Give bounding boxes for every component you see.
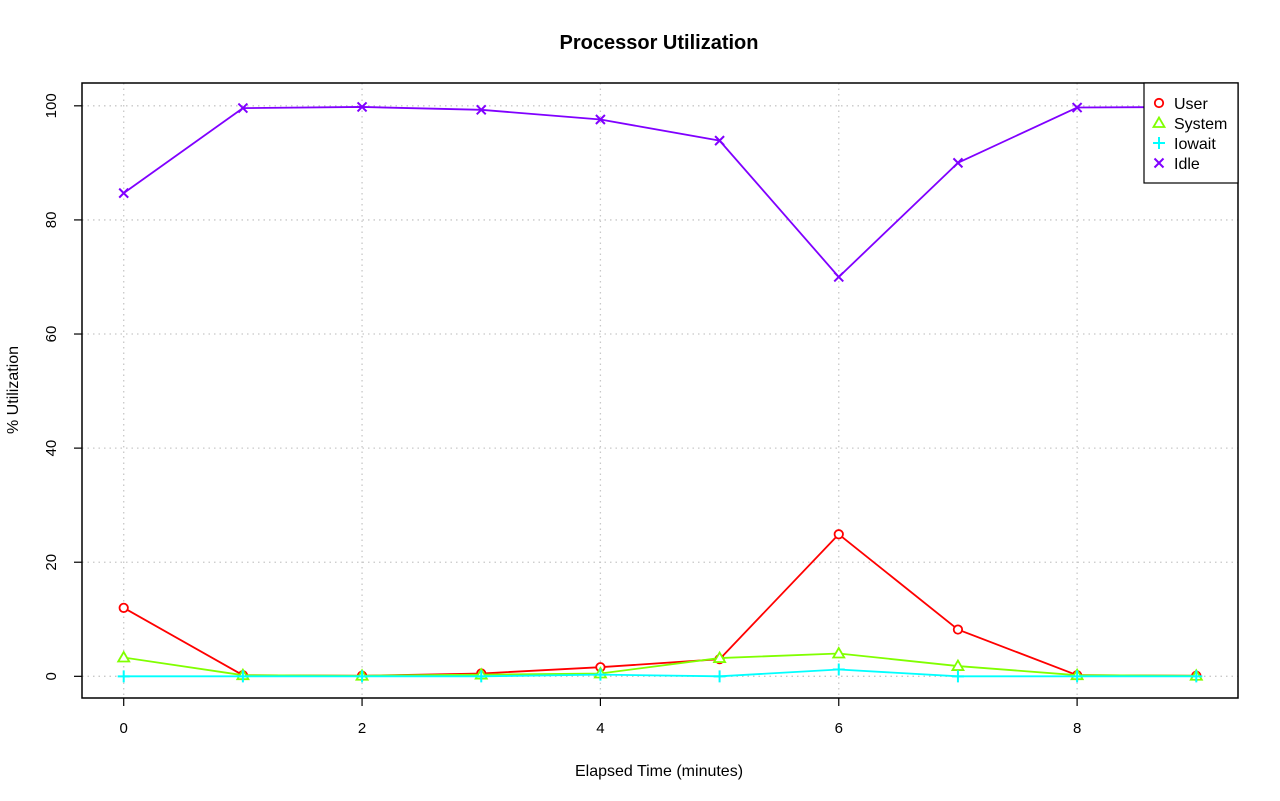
point-idle bbox=[476, 104, 487, 116]
point-system bbox=[950, 658, 965, 671]
point-idle bbox=[952, 157, 964, 169]
point-iowait bbox=[356, 670, 369, 683]
legend-marker-idle bbox=[1153, 157, 1165, 169]
x-tick-label: 4 bbox=[596, 720, 604, 737]
point-idle bbox=[714, 135, 725, 146]
series-line-idle bbox=[123, 106, 1197, 278]
legend-marker-iowait bbox=[1153, 137, 1165, 149]
chart-title: Processor Utilization bbox=[560, 32, 759, 54]
legend-label-user: User bbox=[1174, 96, 1208, 113]
y-tick-label: 40 bbox=[43, 440, 60, 457]
series-iowait bbox=[117, 663, 1203, 683]
point-idle bbox=[833, 271, 844, 283]
x-tick-label: 2 bbox=[358, 720, 366, 737]
point-iowait bbox=[117, 670, 130, 683]
point-iowait bbox=[832, 663, 845, 676]
grid bbox=[82, 83, 1238, 698]
point-idle bbox=[237, 102, 249, 114]
point-idle bbox=[1071, 102, 1083, 113]
point-iowait bbox=[594, 668, 607, 681]
point-idle bbox=[118, 187, 129, 199]
legend-label-idle: Idle bbox=[1174, 156, 1200, 173]
y-tick-label: 80 bbox=[43, 212, 60, 229]
series-line-user bbox=[123, 533, 1197, 677]
series-idle bbox=[118, 101, 1202, 283]
y-tick-label: 20 bbox=[43, 554, 60, 571]
point-idle bbox=[595, 114, 606, 125]
point-iowait bbox=[1071, 670, 1084, 683]
legend-label-iowait: Iowait bbox=[1174, 136, 1216, 153]
point-user bbox=[833, 529, 844, 540]
legend-marker-system bbox=[1151, 115, 1167, 128]
point-system bbox=[116, 650, 131, 663]
x-tick-label: 8 bbox=[1073, 720, 1081, 737]
y-tick-label: 60 bbox=[43, 326, 60, 343]
series bbox=[116, 101, 1204, 683]
point-user bbox=[118, 602, 129, 613]
point-idle bbox=[356, 101, 368, 113]
legend-marker-user bbox=[1153, 97, 1165, 109]
x-tick-label: 6 bbox=[835, 720, 843, 737]
point-system bbox=[831, 646, 846, 659]
y-axis-label: % Utilization bbox=[5, 346, 22, 434]
point-iowait bbox=[713, 670, 726, 683]
legend-label-system: System bbox=[1174, 116, 1227, 133]
point-system bbox=[712, 650, 727, 663]
point-iowait bbox=[951, 670, 964, 683]
series-line-system bbox=[123, 652, 1197, 677]
point-iowait bbox=[236, 670, 249, 683]
point-iowait bbox=[1190, 670, 1203, 683]
point-iowait bbox=[475, 670, 488, 683]
x-axis-label: Elapsed Time (minutes) bbox=[575, 763, 743, 780]
series-line-iowait bbox=[123, 668, 1197, 678]
y-tick-label: 100 bbox=[43, 93, 60, 118]
series-user bbox=[118, 529, 1202, 681]
x-tick-label: 0 bbox=[120, 720, 128, 737]
legend: User System Iowait Idle bbox=[1143, 82, 1239, 184]
plot-frame bbox=[81, 82, 1239, 699]
y-tick-label: 0 bbox=[43, 672, 60, 680]
point-user bbox=[952, 624, 964, 635]
